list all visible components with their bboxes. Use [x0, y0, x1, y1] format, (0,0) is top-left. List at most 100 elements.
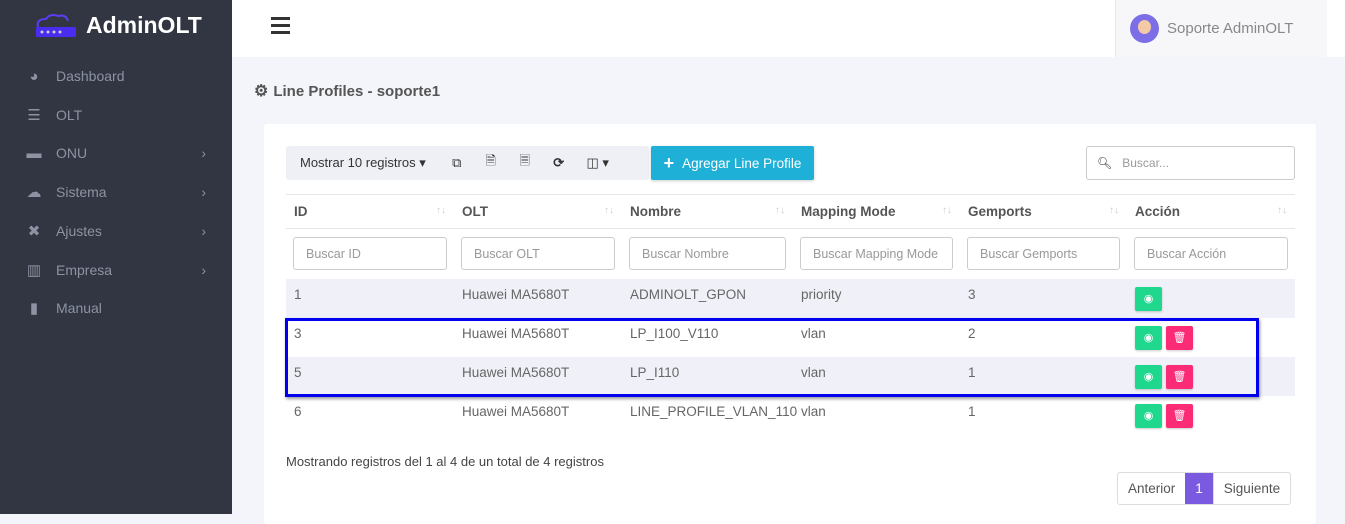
delete-button[interactable]: 🗑︎ — [1166, 325, 1193, 350]
delete-button[interactable]: 🗑︎ — [1166, 403, 1193, 428]
view-button[interactable]: ◉ — [1135, 325, 1162, 350]
sidebar-item-onu[interactable]: ▬ ONU › — [0, 134, 232, 172]
cell-nombre: LINE_PROFILE_VLAN_110 — [630, 403, 798, 419]
pagination: Anterior 1 Siguiente — [1117, 472, 1292, 505]
sidebar-item-sistema[interactable]: ☁ Sistema › — [0, 173, 232, 211]
column-filter-input[interactable]: Buscar OLT — [461, 237, 615, 271]
cell-nombre: ADMINOLT_GPON — [622, 278, 793, 318]
csv-icon[interactable]: 🗏 — [519, 153, 530, 168]
chevron-right-icon: › — [201, 145, 206, 162]
cell-nombre: LP_I100_V110 — [630, 325, 719, 341]
cell-gemports: 2 — [968, 325, 976, 341]
content-card: Mostrar 10 registros ▾ ⧉ 🗎 🗏 ⟳ ◫ ▾ + Agre… — [264, 124, 1316, 524]
sidebar-item-label: Ajustes — [56, 222, 102, 239]
menu-toggle-icon[interactable] — [271, 17, 290, 38]
column-filter-input[interactable]: Buscar Mapping Mode — [800, 237, 953, 271]
copy-icon[interactable]: ⧉ — [452, 155, 462, 170]
column-filter-input[interactable]: Buscar Nombre — [629, 237, 786, 271]
sidebar-item-label: Sistema — [56, 184, 107, 201]
highlight-box — [285, 318, 1259, 397]
app-name: AdminOLT — [86, 12, 202, 38]
cell-olt: Huawei MA5680T — [462, 403, 570, 419]
search-input[interactable]: 🔍︎ Buscar... — [1086, 146, 1295, 180]
table-row: 5 Huawei MA5680T LP_I110 vlan 1 ◉ 🗑︎ — [286, 356, 1295, 396]
view-button[interactable]: ◉ — [1135, 286, 1162, 311]
page-length-dropdown[interactable]: Mostrar 10 registros ▾ — [300, 155, 426, 170]
sidebar-item-label: Manual — [56, 300, 102, 317]
column-header[interactable]: ID ↑↓ — [286, 194, 454, 229]
tachometer-icon: ◕ — [29, 67, 39, 85]
search-placeholder: Buscar... — [1122, 156, 1169, 170]
cogs-icon: ⚙ — [254, 83, 269, 100]
table-info: Mostrando registros del 1 al 4 de un tot… — [286, 454, 604, 469]
sidebar-item-label: Dashboard — [56, 68, 125, 84]
chevron-right-icon: › — [201, 261, 206, 278]
sidebar-item-olt[interactable]: ☰ OLT — [0, 96, 232, 134]
cell-id: 5 — [286, 356, 454, 396]
column-filter-input[interactable]: Buscar Gemports — [967, 237, 1120, 271]
sidebar-item-manual[interactable]: ▮ Manual — [0, 289, 232, 327]
search-icon: 🔍︎ — [1097, 156, 1113, 170]
sort-icon: ↑↓ — [1109, 205, 1119, 216]
line-profiles-table: ID ↑↓ OLT ↑↓ Nombre ↑↓ Mapping Mode ↑↓ Gemports ↑… — [286, 194, 1295, 435]
column-header[interactable]: Acción ↑↓ — [1127, 194, 1295, 229]
sort-icon: ↑↓ — [942, 205, 952, 216]
table-row: 6 Huawei MA5680T LINE_PROFILE_VLAN_110 vlan… — [286, 396, 1295, 435]
cell-id: 1 — [286, 278, 454, 318]
cell-olt: Huawei MA5680T — [454, 356, 622, 396]
user-menu[interactable]: Soporte AdminOLT — [1115, 0, 1327, 57]
cell-id: 6 — [294, 403, 302, 419]
cell-olt: Huawei MA5680T — [462, 325, 570, 341]
cell-mapping: vlan — [801, 325, 826, 341]
trash-icon: 🗑︎ — [1172, 331, 1187, 344]
sidebar-item-empresa[interactable]: ▥ Empresa › — [0, 251, 232, 289]
view-button[interactable]: ◉ — [1135, 364, 1162, 389]
plus-icon: + — [663, 152, 675, 173]
cloud-icon: ☁ — [26, 184, 42, 202]
column-header[interactable]: Nombre ↑↓ — [622, 194, 793, 229]
logo[interactable]: AdminOLT — [34, 12, 202, 39]
column-header[interactable]: Gemports ↑↓ — [960, 194, 1127, 229]
column-header[interactable]: OLT ↑↓ — [454, 194, 622, 229]
column-header[interactable]: Mapping Mode ↑↓ — [793, 194, 960, 229]
column-label: Nombre — [630, 204, 682, 219]
columns-icon[interactable]: ◫ ▾ — [586, 155, 609, 170]
add-label: Agregar Line Profile — [682, 155, 802, 171]
table-row: 3 Huawei MA5680T LP_I100_V110 vlan 2 ◉ 🗑︎ — [286, 318, 1295, 357]
eye-icon: ◉ — [1143, 409, 1154, 422]
sidebar-item-dashboard[interactable]: ◕ Dashboard — [0, 57, 232, 95]
cell-gemports: 1 — [968, 403, 976, 419]
building-icon: ▥ — [26, 261, 42, 279]
cell-gemports: 1 — [960, 356, 1127, 396]
column-filter-input[interactable]: Buscar ID — [293, 237, 447, 271]
add-line-profile-button[interactable]: + Agregar Line Profile — [651, 146, 814, 180]
sidebar-item-label: OLT — [56, 106, 83, 123]
cell-nombre: LP_I110 — [622, 356, 793, 396]
cell-olt: Huawei MA5680T — [454, 278, 622, 318]
prev-page-button[interactable]: Anterior — [1128, 481, 1176, 496]
column-filter-input[interactable]: Buscar Acción — [1134, 237, 1288, 271]
column-label: Mapping Mode — [801, 204, 896, 219]
page-1-button[interactable]: 1 — [1185, 473, 1213, 504]
sort-icon: ↑↓ — [436, 205, 446, 216]
avatar — [1130, 14, 1159, 43]
filter-placeholder: Buscar Acción — [1147, 246, 1227, 261]
cell-id: 3 — [294, 325, 302, 341]
sidebar: AdminOLT ◕ Dashboard ☰ OLT ▬ ONU › ☁ Sistema › ✖ Aj… — [0, 0, 232, 514]
column-label: ID — [294, 204, 308, 219]
chevron-right-icon: › — [201, 184, 206, 201]
page-title-text: Line Profiles - soporte1 — [273, 82, 441, 100]
column-label: Gemports — [968, 204, 1032, 219]
refresh-icon[interactable]: ⟳ — [553, 155, 565, 170]
sidebar-item-label: ONU — [56, 145, 88, 162]
sidebar-item-ajustes[interactable]: ✖ Ajustes › — [0, 212, 232, 250]
delete-button[interactable]: 🗑︎ — [1166, 364, 1193, 389]
filter-placeholder: Buscar Gemports — [980, 246, 1078, 261]
next-page-button[interactable]: Siguiente — [1212, 473, 1290, 504]
cell-mapping: vlan — [801, 403, 826, 419]
excel-icon[interactable]: 🗎 — [485, 153, 496, 168]
sort-icon: ↑↓ — [1277, 205, 1287, 216]
chevron-right-icon: › — [201, 222, 206, 239]
sort-icon: ↑↓ — [775, 205, 785, 216]
view-button[interactable]: ◉ — [1135, 403, 1162, 428]
